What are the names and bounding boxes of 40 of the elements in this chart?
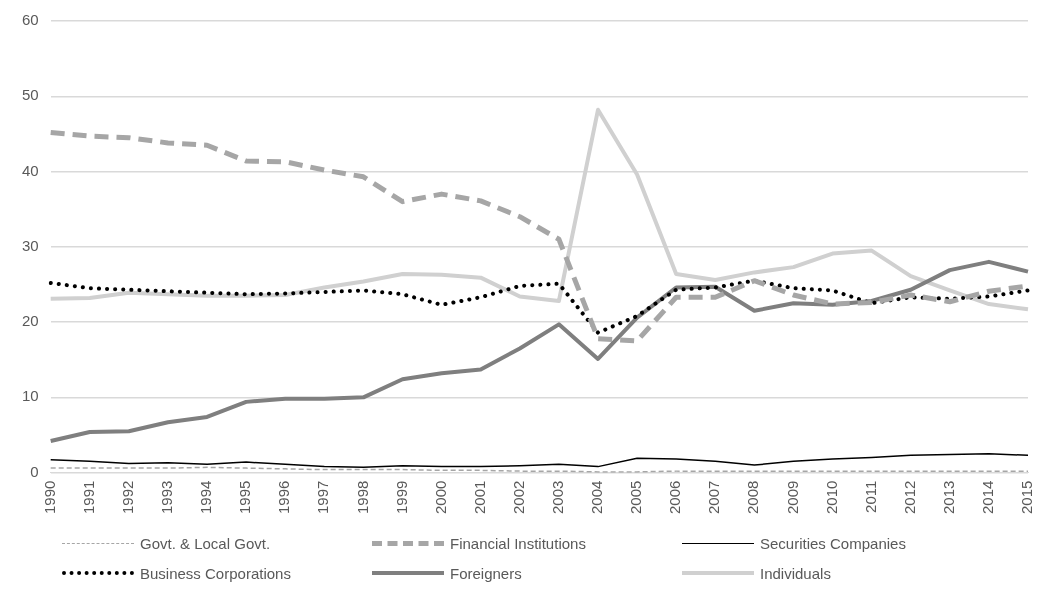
x-tick-label: 1990 — [40, 480, 58, 515]
y-tick-label: 60 — [22, 11, 39, 29]
x-tick-label: 1998 — [353, 480, 371, 515]
line-series — [48, 278, 1030, 335]
x-tick-label: 2007 — [705, 480, 723, 515]
x-tick-label: 1993 — [158, 480, 176, 515]
y-tick-label: 50 — [22, 86, 39, 104]
y-tick-label: 30 — [22, 236, 39, 254]
y-tick-label: 20 — [22, 312, 39, 330]
legend-label: Securities Companies — [760, 534, 906, 552]
x-tick-label: 2006 — [666, 480, 684, 515]
x-tick-label: 2015 — [1018, 480, 1036, 515]
x-tick-label: 1995 — [236, 480, 254, 515]
x-tick-label: 1996 — [275, 480, 293, 515]
x-tick-label: 2003 — [549, 480, 567, 515]
x-tick-label: 2013 — [939, 480, 957, 515]
x-tick-label: 2000 — [431, 480, 449, 515]
x-tick-label: 2005 — [627, 480, 645, 515]
legend-label: Foreigners — [450, 564, 522, 582]
x-tick-label: 1999 — [392, 480, 410, 515]
x-tick-label: 2001 — [470, 480, 488, 515]
x-tick-label: 2009 — [783, 480, 801, 515]
x-tick-label: 2002 — [509, 480, 527, 515]
x-tick-label: 1992 — [119, 480, 137, 515]
x-tick-label: 1997 — [314, 480, 332, 515]
x-tick-label: 2010 — [822, 480, 840, 515]
x-tick-label: 2012 — [900, 480, 918, 515]
legend-label: Financial Institutions — [450, 534, 586, 552]
legend-label: Business Corporations — [140, 564, 291, 582]
x-tick-label: 2014 — [979, 480, 997, 515]
x-tick-label: 1991 — [79, 480, 97, 515]
x-tick-label: 2008 — [744, 480, 762, 515]
x-tick-label: 1994 — [197, 480, 215, 515]
y-tick-label: 40 — [22, 161, 39, 179]
y-tick-label: 0 — [30, 462, 39, 480]
x-tick-label: 2004 — [588, 480, 606, 515]
legend-label: Individuals — [760, 564, 831, 582]
x-tick-label: 2011 — [861, 480, 879, 513]
y-tick-label: 10 — [22, 387, 39, 405]
legend-label: Govt. & Local Govt. — [140, 534, 271, 552]
